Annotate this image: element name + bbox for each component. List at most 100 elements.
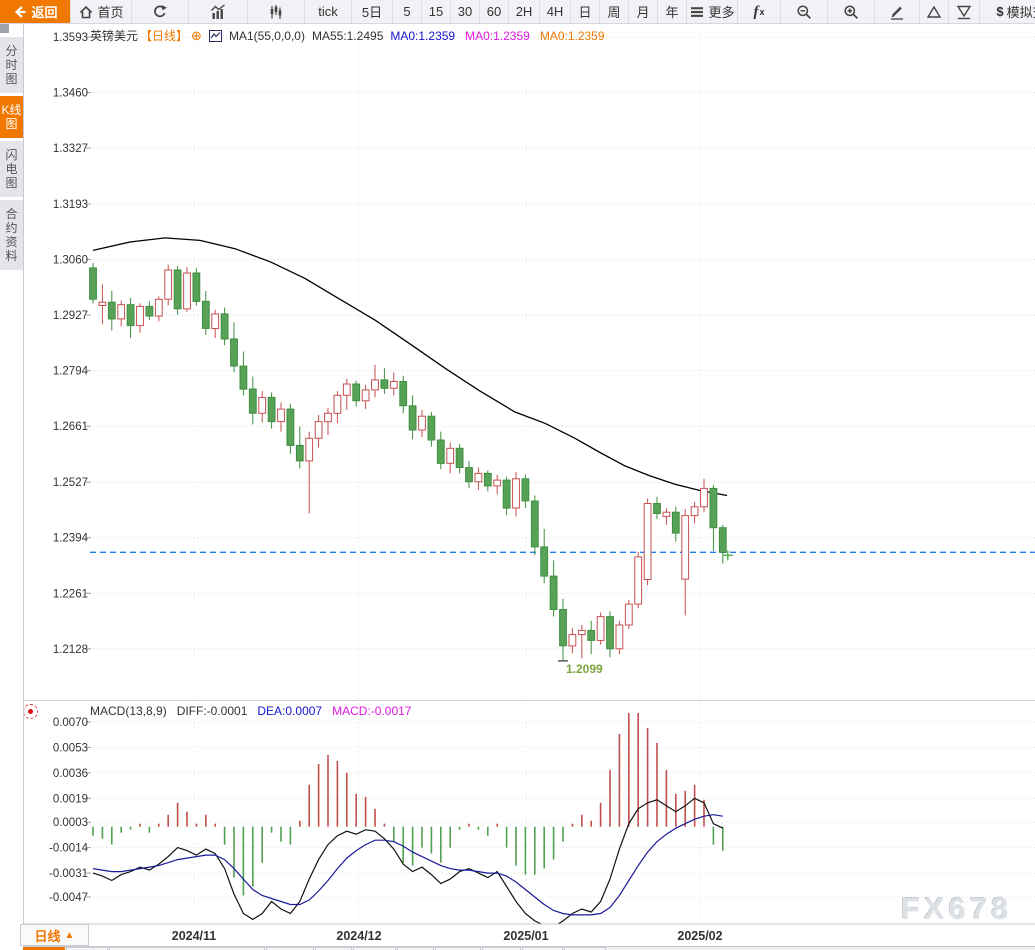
interval-5m-button-label: 5 — [403, 4, 411, 19]
macd-title[interactable]: MACD(13,8,9) — [90, 704, 167, 718]
macd-header: MACD(13,8,9) DIFF:-0.0001 DEA:0.0007 MACD:… — [90, 704, 421, 718]
macd-value-2: MACD:-0.0017 — [332, 704, 412, 718]
interval-day-button[interactable]: 日 — [571, 0, 600, 23]
interval-15m-button[interactable]: 15 — [422, 0, 451, 23]
flag-down-button[interactable] — [949, 0, 980, 23]
draw-button[interactable] — [875, 0, 920, 23]
indicator-settings-icon[interactable] — [23, 704, 38, 719]
bottom-tabs-strip: 指标模板MA1(55,0,0,0) MA2(0,0,0,0)BOLLMASARB… — [23, 947, 1035, 950]
line-chart-button[interactable] — [189, 0, 248, 23]
bottom-tab-0[interactable]: 指标 — [23, 947, 65, 950]
interval-5m-button[interactable]: 5 — [393, 0, 422, 23]
refresh-button[interactable] — [132, 0, 189, 23]
interval-4h-button-label: 4H — [546, 4, 564, 19]
sidebar-item-lightning-chart[interactable]: 闪电图 — [0, 141, 23, 197]
interval-15m-button-label: 15 — [428, 4, 444, 19]
macd-diff-line — [92, 797, 724, 928]
more-button[interactable]: 更多 — [687, 0, 738, 23]
chart-header: 英镑美元 【日线】 ⊕ MA1(55,0,0,0) MA55:1.2495 MA0:… — [90, 27, 615, 44]
home-button[interactable]: 首页 — [71, 0, 132, 23]
period-selector[interactable]: 日线 ▲ — [20, 924, 89, 946]
ma55-line — [92, 237, 728, 497]
y-axis-label: 1.2394 — [53, 533, 89, 545]
y-axis-label: 1.3327 — [53, 143, 88, 155]
ma-value-1: MA0:1.2359 — [465, 28, 530, 43]
interval-year-button-label: 年 — [665, 5, 679, 20]
demo-trade-button[interactable]: $模拟交易 — [980, 0, 1035, 23]
zoom-in-icon — [843, 4, 859, 20]
ma-settings-label[interactable]: MA1(55,0,0,0) — [228, 28, 305, 43]
interval-60m-button-label: 60 — [486, 4, 502, 19]
macd-value-1: DEA:0.0007 — [257, 704, 323, 718]
home-button-label: 首页 — [97, 5, 124, 20]
demo-trade-button-label: 模拟交易 — [1006, 5, 1035, 20]
interval-2h-button-label: 2H — [515, 4, 533, 19]
sidebar-collapse-handle[interactable] — [0, 24, 9, 33]
interval-week-button[interactable]: 周 — [600, 0, 629, 23]
flag-up-button[interactable] — [920, 0, 949, 23]
interval-30m-button-label: 30 — [457, 4, 473, 19]
y-axis-label: 1.2128 — [53, 644, 88, 656]
y-axis-label: 1.2661 — [53, 421, 88, 433]
x-axis-label: 2025/01 — [503, 929, 548, 943]
sidebar-item-time-chart[interactable]: 分时图 — [0, 37, 23, 93]
y-axis-label: 1.3460 — [53, 88, 88, 100]
zoom-out-icon — [796, 4, 812, 20]
y-axis-label: 1.3060 — [53, 255, 88, 267]
low-price-annotation: 1.2099 — [566, 662, 603, 676]
interval-2h-button[interactable]: 2H — [509, 0, 540, 23]
interval-60m-button[interactable]: 60 — [480, 0, 509, 23]
macd-dea-line — [92, 814, 723, 916]
interval-month-button[interactable]: 月 — [629, 0, 658, 23]
bottom-tab-1[interactable]: 模板 — [66, 947, 108, 950]
home-icon — [78, 4, 94, 20]
y-axis-label: 1.3193 — [53, 199, 88, 211]
y-axis-label: 1.2927 — [53, 310, 88, 322]
interval-5d-button-label: 5日 — [361, 5, 383, 20]
interval-day-button-label: 日 — [578, 5, 592, 20]
ma-value-2: MA0:1.2359 — [539, 28, 605, 43]
bottom-tab-9[interactable]: KDJ — [521, 947, 563, 950]
zoom-in-button[interactable] — [828, 0, 875, 23]
caret-up-icon: ▲ — [64, 929, 75, 941]
bottom-tab-8[interactable]: CCI — [482, 947, 521, 950]
add-indicator-icon[interactable]: ⊕ — [191, 27, 202, 43]
candle-chart-button[interactable] — [248, 0, 305, 23]
zoom-out-button[interactable] — [781, 0, 828, 23]
interval-4h-button[interactable]: 4H — [540, 0, 571, 23]
triangle-down-icon — [956, 4, 972, 20]
interval-5d-button[interactable]: 5日 — [352, 0, 393, 23]
symbol-name: 英镑美元 — [90, 29, 139, 43]
interval-week-button-label: 周 — [607, 5, 621, 20]
y-axis-label: 1.3593 — [53, 32, 88, 44]
interval-30m-button[interactable]: 30 — [451, 0, 480, 23]
back-button[interactable]: 返回 — [0, 0, 71, 23]
watermark-logo: FX678 — [901, 891, 1013, 926]
bottom-tab-3[interactable]: BOLL — [266, 947, 315, 950]
sidebar-item-contract-info[interactable]: 合约资料 — [0, 200, 23, 270]
x-axis-label: 2024/12 — [336, 929, 381, 943]
macd-y-axis-label: -0.0031 — [49, 868, 88, 880]
bottom-tab-5[interactable]: SAR — [352, 947, 396, 950]
interval-tick-button-label: tick — [318, 4, 338, 19]
interval-tick-button[interactable]: tick — [305, 0, 352, 23]
sidebar-item-kline-chart[interactable]: K线图 — [0, 96, 23, 138]
bottom-tab-7[interactable]: W&R — [435, 947, 482, 950]
interval-year-button[interactable]: 年 — [658, 0, 687, 23]
bottom-tab-10[interactable]: 设置 — [563, 947, 606, 950]
back-arrow-icon — [12, 4, 28, 20]
macd-y-axis-label: 0.0019 — [53, 793, 88, 805]
candles-icon — [268, 4, 284, 20]
bottom-tab-6[interactable]: BBI — [396, 947, 435, 950]
bottom-tab-2[interactable]: MA1(55,0,0,0) MA2(0,0,0,0) — [109, 947, 266, 950]
macd-y-axis-label: 0.0053 — [53, 742, 88, 754]
y-axis-label: 1.2527 — [53, 477, 88, 489]
line-chart-icon — [210, 3, 226, 20]
bottom-tab-4[interactable]: MA — [315, 947, 352, 950]
macd-y-axis-label: 0.0070 — [53, 717, 88, 729]
period-selector-label: 日线 — [34, 928, 61, 944]
candlestick-series — [89, 262, 727, 661]
back-button-label: 返回 — [31, 5, 58, 20]
